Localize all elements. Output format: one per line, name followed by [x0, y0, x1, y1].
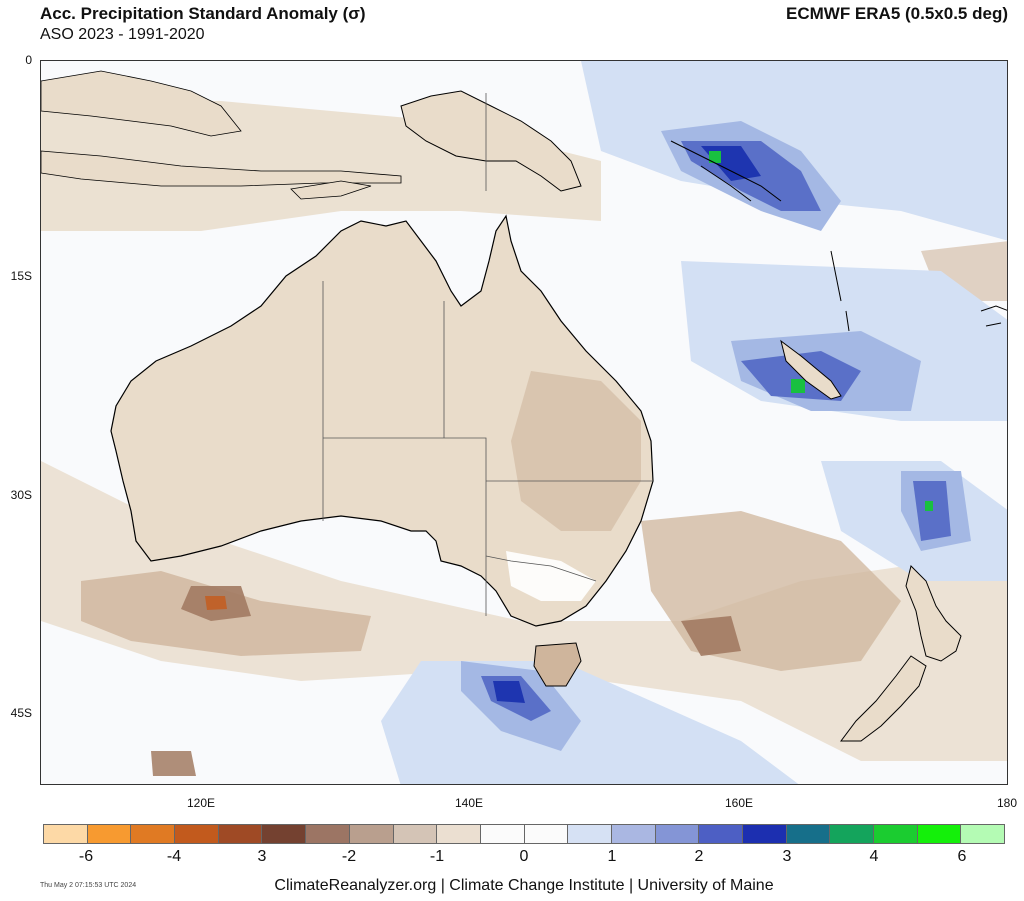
new-caledonia	[780, 339, 842, 400]
colorbar-label: 3	[782, 848, 792, 865]
colorbar-label: -6	[78, 848, 94, 865]
colorbar	[43, 824, 1005, 844]
colorbar-swatch	[961, 825, 1005, 843]
lat-label-45s: 45S	[10, 706, 32, 720]
colorbar-label: 6	[957, 848, 967, 865]
colorbar-swatch	[437, 825, 481, 843]
lon-label-160e: 160E	[724, 796, 754, 810]
timestamp: Thu May 2 07:15:53 UTC 2024	[40, 882, 137, 889]
new-zealand-south-island	[840, 655, 927, 742]
wet-peak-vanuatu	[791, 379, 805, 393]
wet-extreme-south	[493, 681, 525, 703]
colorbar-label: 1	[607, 848, 617, 865]
australia-landmass	[110, 214, 654, 627]
australia-dry-interior	[511, 371, 641, 531]
new-zealand-north-island	[905, 565, 962, 662]
colorbar-swatch	[830, 825, 875, 843]
dataset-source: ECMWF ERA5 (0.5x0.5 deg)	[786, 4, 1008, 23]
lat-label-0: 0	[25, 53, 32, 67]
colorbar-swatch	[480, 825, 525, 843]
colorbar-swatch	[306, 825, 350, 843]
timor	[290, 180, 372, 200]
colorbar-swatch	[568, 825, 612, 843]
wet-patches	[381, 61, 1007, 784]
colorbar-label: 4	[869, 848, 879, 865]
colorbar-label: -1	[429, 848, 445, 865]
colorbar-label: -4	[166, 848, 182, 865]
fiji	[980, 305, 1007, 327]
chart-title: Acc. Precipitation Standard Anomaly (σ)	[40, 4, 366, 23]
colorbar-label: 2	[694, 848, 704, 865]
colorbar-swatch	[349, 825, 394, 843]
dry-patch-southern-ocean	[41, 461, 1007, 761]
borneo-sulawesi	[41, 70, 242, 137]
colorbar-swatch	[743, 825, 787, 843]
solomon-islands	[670, 140, 782, 202]
chart-subtitle: ASO 2023 - 1991-2020	[40, 26, 205, 43]
colorbar-swatch	[655, 825, 700, 843]
colorbar-label: 3	[257, 848, 267, 865]
dry-extreme-great-bight	[205, 596, 227, 610]
colorbar-label: 0	[519, 848, 529, 865]
wet-peak-solomons	[709, 151, 721, 163]
vanuatu	[830, 250, 850, 332]
lat-label-30s: 30S	[10, 488, 32, 502]
footer-credit: ClimateReanalyzer.org | Climate Change I…	[274, 877, 774, 894]
colorbar-swatch	[131, 825, 176, 843]
lat-label-15s: 15S	[10, 269, 32, 283]
map-canvas	[41, 61, 1007, 784]
colorbar-swatch	[611, 825, 656, 843]
colorbar-swatch	[262, 825, 307, 843]
anomaly-map	[40, 60, 1008, 785]
colorbar-label: -2	[341, 848, 357, 865]
dry-strong-tasman	[681, 616, 741, 656]
java-lesser-sunda	[41, 150, 402, 187]
colorbar-swatch	[524, 825, 569, 843]
tasmania	[533, 642, 582, 687]
lon-label-180: 180	[996, 796, 1018, 810]
colorbar-swatch	[87, 825, 132, 843]
lon-label-120e: 120E	[186, 796, 216, 810]
colorbar-swatch	[917, 825, 962, 843]
colorbar-swatch	[44, 825, 88, 843]
lon-label-140e: 140E	[454, 796, 484, 810]
state-borders	[322, 93, 653, 616]
colorbar-swatch	[218, 825, 263, 843]
new-guinea	[400, 90, 582, 192]
dry-strong-southwest	[151, 751, 196, 776]
colorbar-swatch	[175, 825, 219, 843]
colorbar-swatch	[393, 825, 438, 843]
colorbar-swatch	[874, 825, 918, 843]
wet-peak-tasman	[925, 501, 933, 511]
colorbar-swatch	[786, 825, 831, 843]
colorbar-swatch	[699, 825, 743, 843]
